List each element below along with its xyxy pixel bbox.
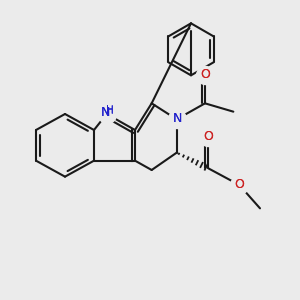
Text: O: O: [203, 130, 213, 143]
Text: O: O: [200, 68, 210, 82]
Text: O: O: [200, 68, 210, 82]
Text: O: O: [203, 130, 213, 143]
Text: N: N: [172, 112, 182, 125]
Text: H: H: [106, 106, 114, 116]
Text: N: N: [100, 106, 110, 119]
Text: N: N: [172, 112, 182, 125]
Text: N: N: [101, 106, 110, 119]
Text: H: H: [106, 105, 113, 115]
Text: O: O: [234, 178, 244, 191]
Text: O: O: [234, 178, 244, 191]
